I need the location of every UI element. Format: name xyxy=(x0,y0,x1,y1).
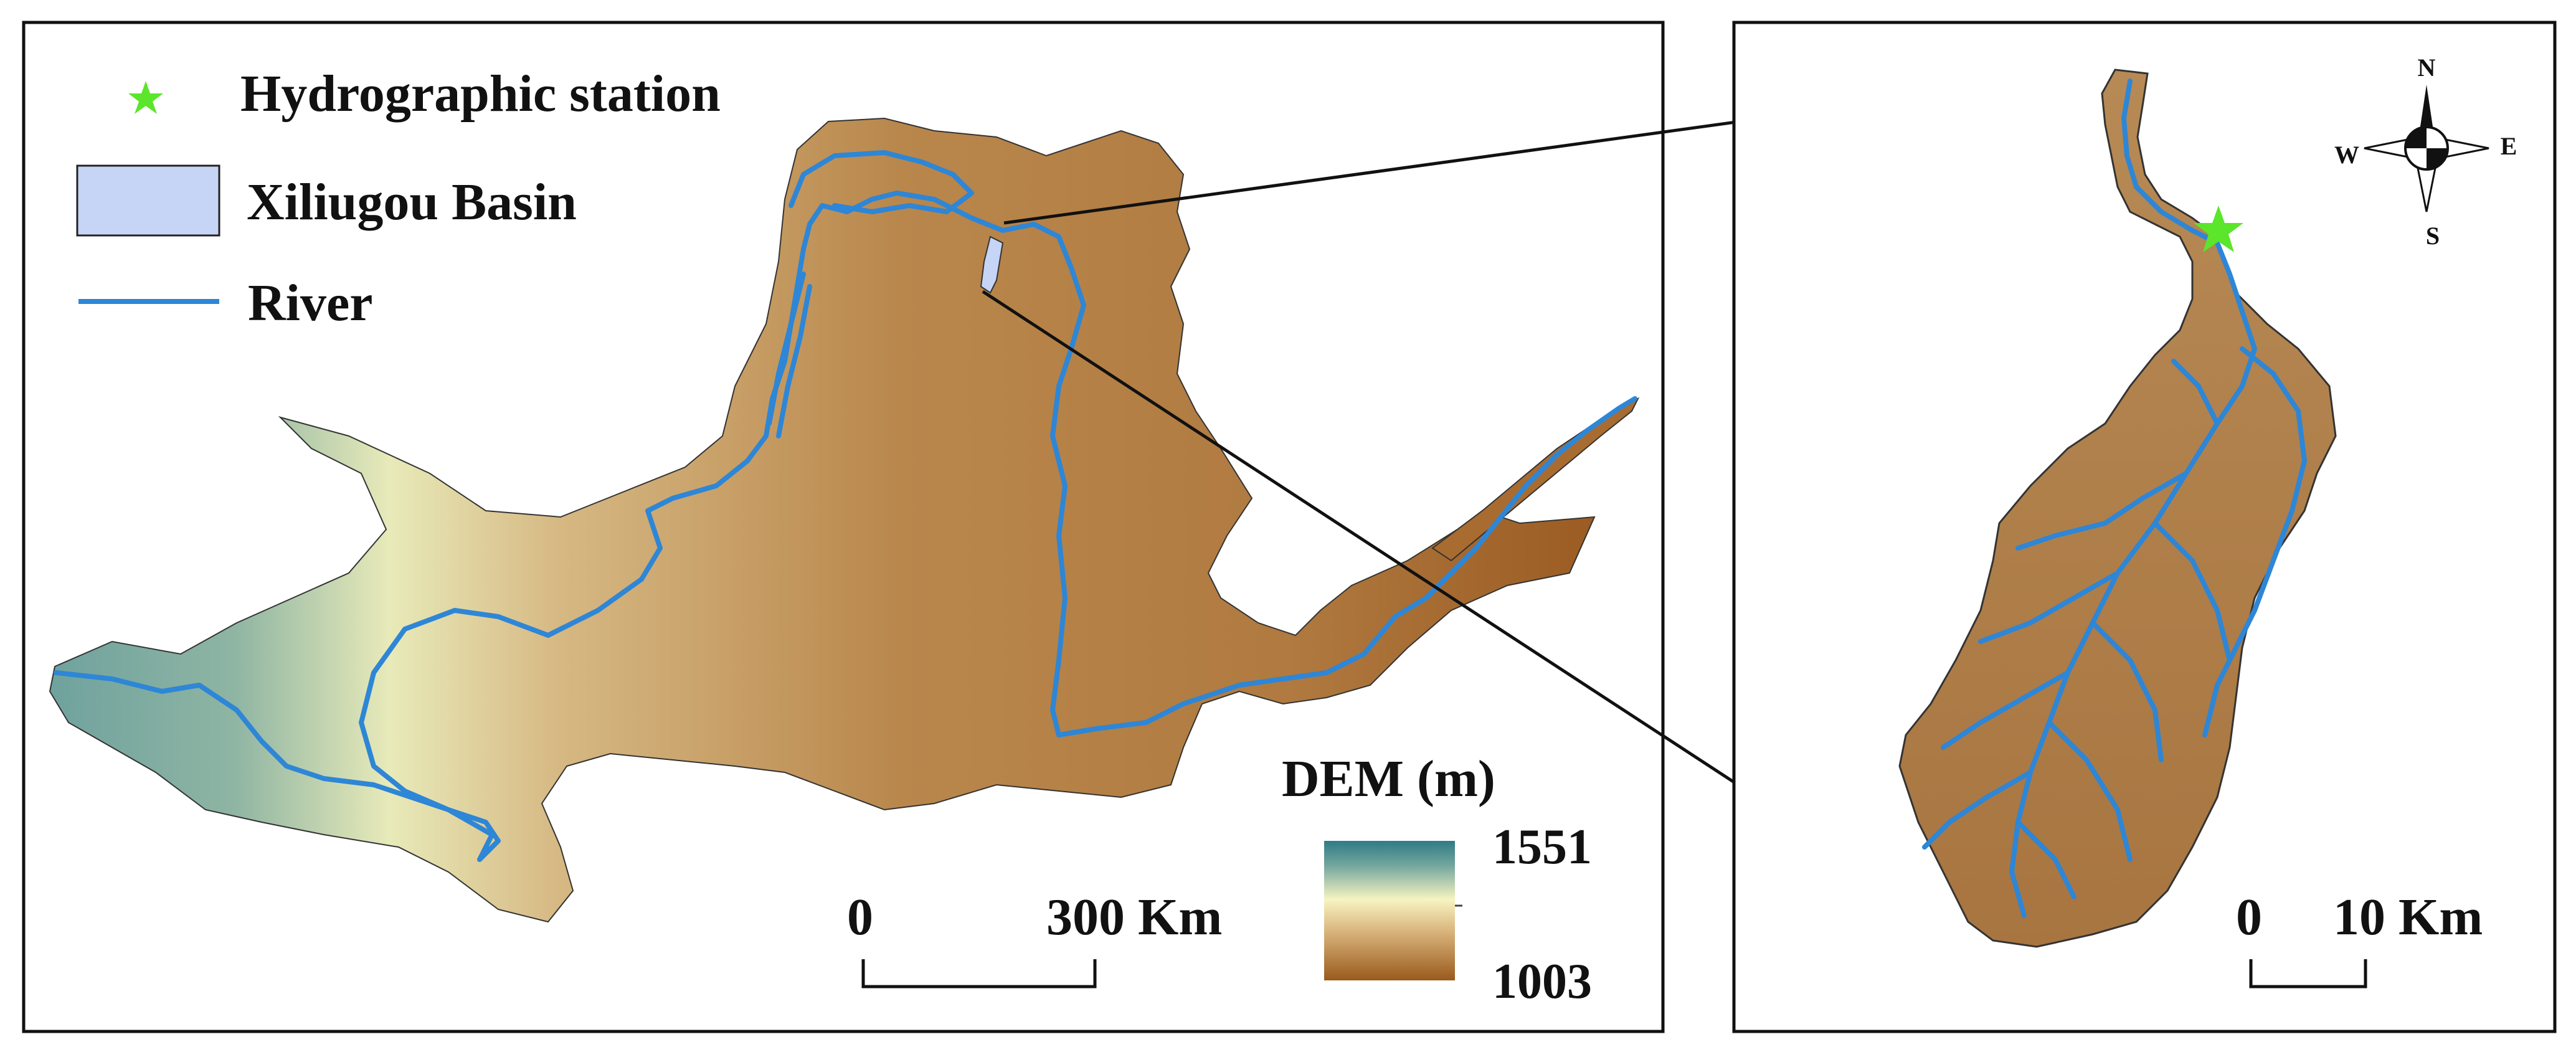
inset-scale-zero: 0 xyxy=(2236,888,2262,946)
basin-legend-symbol xyxy=(76,164,220,237)
compass-w-label: W xyxy=(2334,141,2359,169)
inset-scale-bar: 0 10 Km xyxy=(2236,888,2483,988)
inset-tributary-5 xyxy=(1941,670,2070,750)
yellow-river-basin xyxy=(49,117,1596,923)
compass-s-label: S xyxy=(2426,222,2440,250)
inset-tributary-6 xyxy=(2047,720,2133,862)
main-scale-line xyxy=(861,959,1097,988)
river-braided-channel xyxy=(767,272,812,438)
station-legend-label: Hydrographic station xyxy=(240,65,721,123)
xiliugou-basin-location xyxy=(980,235,1004,294)
station-legend-symbol xyxy=(128,81,163,114)
station-marker xyxy=(2194,206,2243,252)
inset-tributary-3 xyxy=(1978,571,2120,644)
inset-tributary-1 xyxy=(2015,471,2189,551)
dem-color-ramp xyxy=(1324,841,1455,980)
compass-center-quadrants xyxy=(2405,127,2448,169)
river-legend-label: River xyxy=(248,274,373,332)
main-river-network xyxy=(54,150,1637,862)
inset-tributary-8 xyxy=(2015,820,2076,899)
inset-scale-end: 10 Km xyxy=(2333,888,2483,946)
river-main-stem xyxy=(54,191,1637,862)
compass-e-label: E xyxy=(2501,132,2517,160)
compass-n-label: N xyxy=(2418,54,2436,82)
main-scale-end: 300 Km xyxy=(1046,888,1222,946)
north-arrow: N S E W xyxy=(2334,54,2517,250)
inset-tributary-10 xyxy=(2202,608,2257,737)
dem-min-label: 1003 xyxy=(1492,954,1592,1009)
basin-legend-label: Xiliugou Basin xyxy=(247,173,577,231)
legend: Hydrographic station Xiliugou Basin Rive… xyxy=(76,65,721,332)
dem-max-label: 1551 xyxy=(1492,820,1592,875)
inset-tributary-7 xyxy=(1922,770,2033,850)
river-great-bend-loop xyxy=(788,150,974,214)
inset-tributary-2 xyxy=(2152,521,2232,663)
inset-tributary-east xyxy=(2240,346,2307,613)
dem-colorbar: DEM (m) 1551 1003 xyxy=(1282,750,1592,1009)
inset-tributary-9 xyxy=(2171,359,2220,426)
main-scale-zero: 0 xyxy=(847,888,873,946)
inset-river-main xyxy=(2009,78,2257,918)
inset-scale-line xyxy=(2249,959,2367,988)
inset-river-network xyxy=(1922,78,2307,918)
inset-tributary-4 xyxy=(2090,620,2164,762)
main-scale-bar: 0 300 Km xyxy=(847,888,1222,988)
dem-title: DEM (m) xyxy=(1282,750,1495,808)
